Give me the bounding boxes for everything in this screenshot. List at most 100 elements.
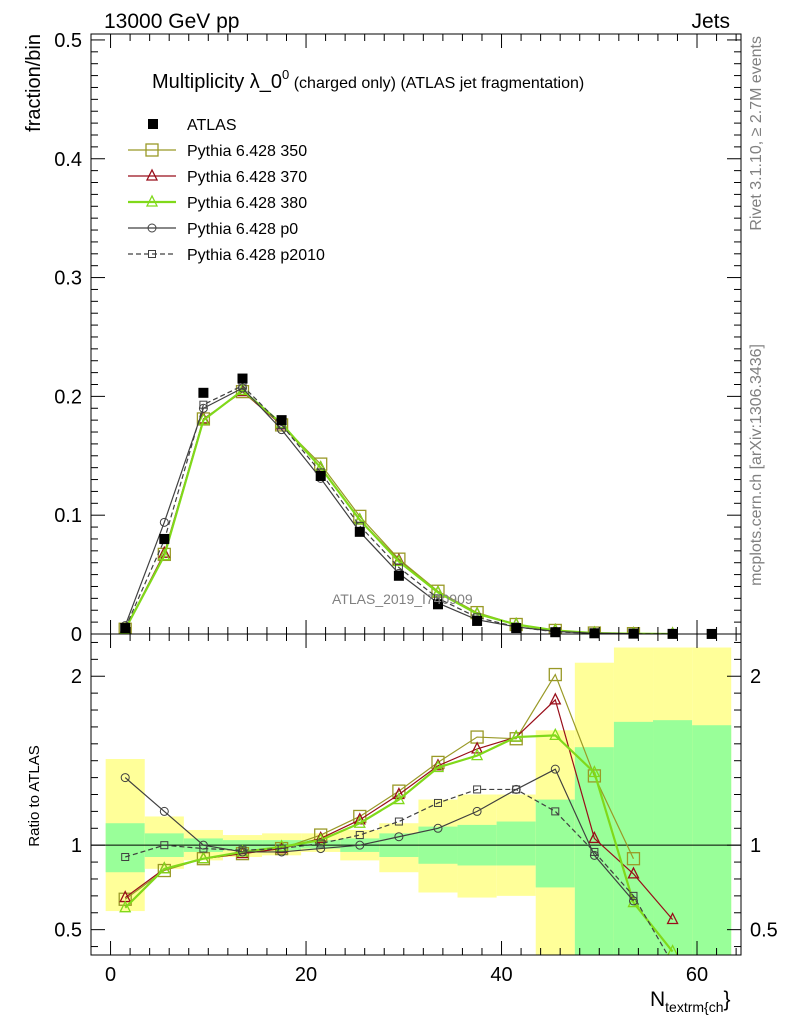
y-axis-title: fraction/bin (23, 34, 45, 132)
rivet-label: Rivet 3.1.10, ≥ 2.7M events (748, 36, 765, 231)
ratio-2-point-0 (119, 900, 132, 913)
x-tick-label-60: 60 (686, 964, 708, 986)
data-point-12 (589, 628, 600, 639)
ratio-y-axis-title: Ratio to ATLAS (26, 745, 43, 846)
ratio-4-point-6 (355, 831, 364, 840)
ratio-2-point-4 (275, 839, 288, 852)
process-label: Jets (691, 10, 730, 33)
legend-marker-2 (145, 194, 159, 207)
y-tick-label-4: 0.4 (54, 149, 82, 171)
band-green-13 (613, 721, 654, 955)
y-tick-label-0: 0 (71, 624, 82, 646)
legend-marker-4 (148, 250, 156, 258)
plot-title-sup: 0 (282, 67, 289, 82)
ratio-2-point-1 (158, 861, 171, 874)
ratio-4-point-11 (551, 807, 560, 816)
ratio-3-point-6 (355, 840, 365, 850)
ratio-3-point-1 (159, 806, 169, 816)
x-axis-title: Ntextrm{ch} (650, 988, 731, 1015)
series-2-point-8 (431, 584, 445, 598)
legend-label-1: Pythia 6.428 370 (187, 169, 307, 186)
legend-marker-1 (145, 168, 159, 181)
ratio-0-point-0 (118, 892, 132, 906)
ratio-4-point-1 (160, 841, 169, 850)
ratio-1-point-5 (314, 830, 327, 844)
ratio-2-point-9 (471, 748, 484, 761)
ratio-line-2 (124, 734, 674, 953)
ratio-2-point-12 (588, 765, 601, 778)
data-point-9 (472, 615, 483, 626)
ratio-2-point-10 (510, 729, 523, 742)
plot-title-main: Multiplicity λ_0 (152, 71, 282, 93)
ratio-4-point-4 (277, 844, 286, 853)
data-point-1 (159, 533, 170, 544)
data-point-5 (315, 470, 326, 481)
data-point-7 (393, 570, 404, 581)
ratio-1-point-11 (549, 692, 562, 705)
y-tick-label-2: 0.2 (54, 386, 82, 408)
legend-label-2: Pythia 6.428 380 (187, 195, 307, 212)
ratio-4-point-3 (238, 846, 247, 855)
ratio-4-point-12 (590, 847, 599, 856)
ratio-4-point-2 (199, 844, 208, 853)
ratio-0-point-13 (626, 852, 641, 866)
ratio-4-point-8 (433, 798, 442, 807)
ratio-tick-label-right-1: 1 (750, 835, 761, 857)
data-point-3 (237, 373, 248, 384)
ratio-tick-label-right-2: 2 (750, 666, 761, 688)
band-green-10 (496, 821, 536, 866)
series-3-point-1 (159, 517, 169, 527)
ratio-series (118, 667, 679, 955)
data-point-0 (120, 623, 131, 634)
ratio-4-point-7 (394, 817, 403, 826)
mcplots-label: mcplots.cern.ch [arXiv:1306.3436] (748, 344, 765, 586)
series-line-4 (124, 384, 673, 634)
ratio-tick-label-right-0: 0.5 (750, 920, 778, 942)
data-point-10 (511, 623, 522, 634)
series-4-point-2 (199, 400, 208, 409)
legend-marker-atlas (148, 119, 158, 129)
ratio-2-point-7 (392, 792, 405, 805)
series-line-3 (124, 387, 634, 634)
ratio-3-point-0 (120, 773, 130, 783)
data-point-8 (432, 599, 443, 610)
ratio-1-point-13 (627, 866, 640, 879)
data-point-11 (550, 627, 561, 638)
ratio-1-point-9 (471, 741, 484, 754)
ratio-2-point-11 (549, 727, 562, 741)
ratio-1-point-14 (666, 912, 679, 925)
ratio-2-point-14 (667, 944, 678, 955)
x-axis-title-main: N (650, 988, 665, 1011)
ratio-1-point-12 (588, 830, 601, 844)
ratio-4-point-13 (629, 891, 638, 900)
ratio-0-point-7 (392, 784, 406, 798)
band-green-11 (535, 799, 575, 888)
ratio-3-point-9 (472, 806, 482, 816)
legend-label-3: Pythia 6.428 p0 (187, 221, 298, 238)
x-tick-label-40: 40 (490, 964, 512, 986)
ratio-tick-label-left-1: 1 (71, 835, 82, 857)
data-point-4 (276, 415, 287, 426)
series-2-point-6 (353, 512, 366, 525)
ratio-3-point-11 (550, 764, 560, 774)
ratio-3-point-7 (394, 832, 404, 842)
x-axis-title-end: } (724, 988, 731, 1011)
band-green-14 (653, 720, 693, 955)
energy-label: 13000 GeV pp (104, 10, 239, 33)
legend-marker-3 (147, 223, 157, 233)
x-tick-label-20: 20 (295, 964, 317, 986)
ratio-2-point-2 (197, 851, 210, 864)
ratio-3-point-5 (316, 844, 326, 854)
ratio-4-point-0 (121, 853, 130, 862)
ratio-2-point-6 (353, 815, 366, 828)
legend-marker-0 (145, 143, 159, 157)
band-green-15 (692, 725, 732, 955)
y-tick-label-5: 0.5 (54, 30, 82, 52)
series-0-point-5 (314, 457, 328, 471)
ratio-4-point-10 (512, 785, 521, 794)
plot-title: Multiplicity λ_00 (charged only) (ATLAS … (152, 67, 584, 93)
ratio-tick-label-left-0: 0.5 (54, 920, 82, 942)
x-axis-title-sub: textrm{ch (665, 999, 723, 1015)
series-2-point-2 (197, 412, 210, 425)
